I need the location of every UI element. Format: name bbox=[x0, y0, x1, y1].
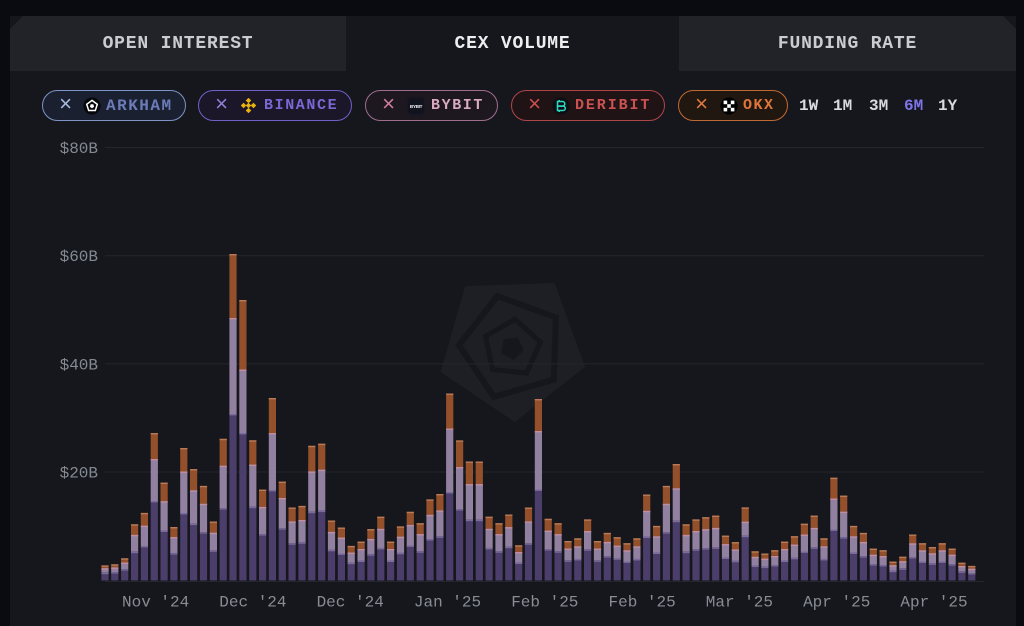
svg-text:BYBIT: BYBIT bbox=[410, 104, 423, 109]
